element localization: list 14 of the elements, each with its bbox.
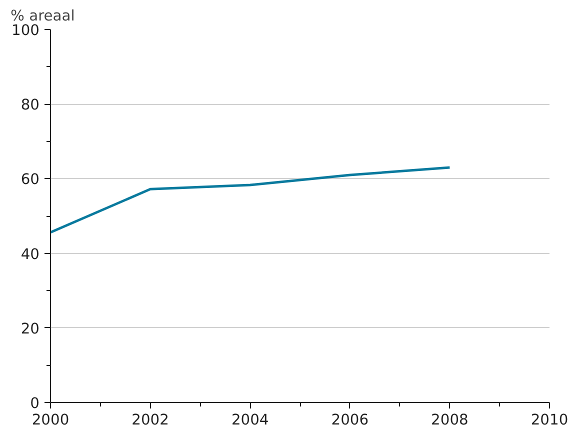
x-tick-label: 2010	[530, 412, 568, 428]
y-tick-label: 40	[20, 246, 40, 263]
x-tick-label: 2000	[32, 412, 70, 428]
y-tick-label: 60	[20, 171, 40, 188]
x-tick-label: 2002	[132, 412, 169, 428]
x-tick-label: 2006	[331, 412, 369, 428]
x-tick-label: 2004	[231, 412, 269, 428]
y-tick-label: 0	[30, 395, 40, 412]
y-tick-label: 100	[12, 22, 40, 39]
y-tick-label: 80	[20, 96, 40, 114]
y-axis-title: % areaal	[10, 8, 75, 24]
line-series	[50, 166, 451, 234]
x-tick-label: 2008	[431, 412, 468, 428]
y-tick-label: 20	[20, 320, 40, 338]
